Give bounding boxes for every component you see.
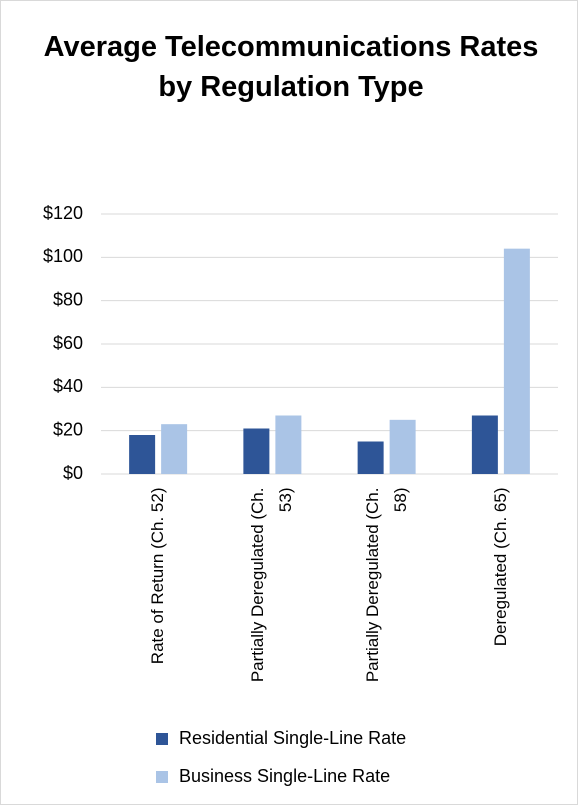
y-tick-label: $80	[53, 289, 83, 309]
bar	[357, 441, 384, 474]
bar	[471, 415, 498, 474]
y-tick-label: $60	[53, 333, 83, 353]
y-tick-label: $40	[53, 376, 83, 396]
bar	[275, 415, 302, 474]
x-tick-label: Partially Deregulated (Ch. 53)	[248, 487, 296, 683]
x-tick-label: Deregulated (Ch. 65)	[490, 487, 510, 647]
y-tick-label: $100	[43, 246, 83, 266]
bar	[243, 428, 270, 474]
y-tick-label: $120	[43, 203, 83, 223]
bar	[503, 248, 530, 474]
bar	[161, 424, 188, 474]
bar	[389, 419, 416, 474]
x-tick-label: Partially Deregulated (Ch. 58)	[362, 487, 410, 683]
chart-title: Average Telecommunications Rates by Regu…	[43, 31, 539, 103]
legend-swatch	[156, 771, 168, 783]
legend-label: Residential Single-Line Rate	[179, 728, 406, 748]
x-tick-label: Rate of Return (Ch. 52)	[148, 487, 168, 665]
y-tick-label: $20	[53, 419, 83, 439]
legend-label: Business Single-Line Rate	[179, 766, 390, 786]
bar	[129, 435, 156, 474]
y-tick-label: $0	[63, 463, 83, 483]
legend-swatch	[156, 733, 168, 745]
